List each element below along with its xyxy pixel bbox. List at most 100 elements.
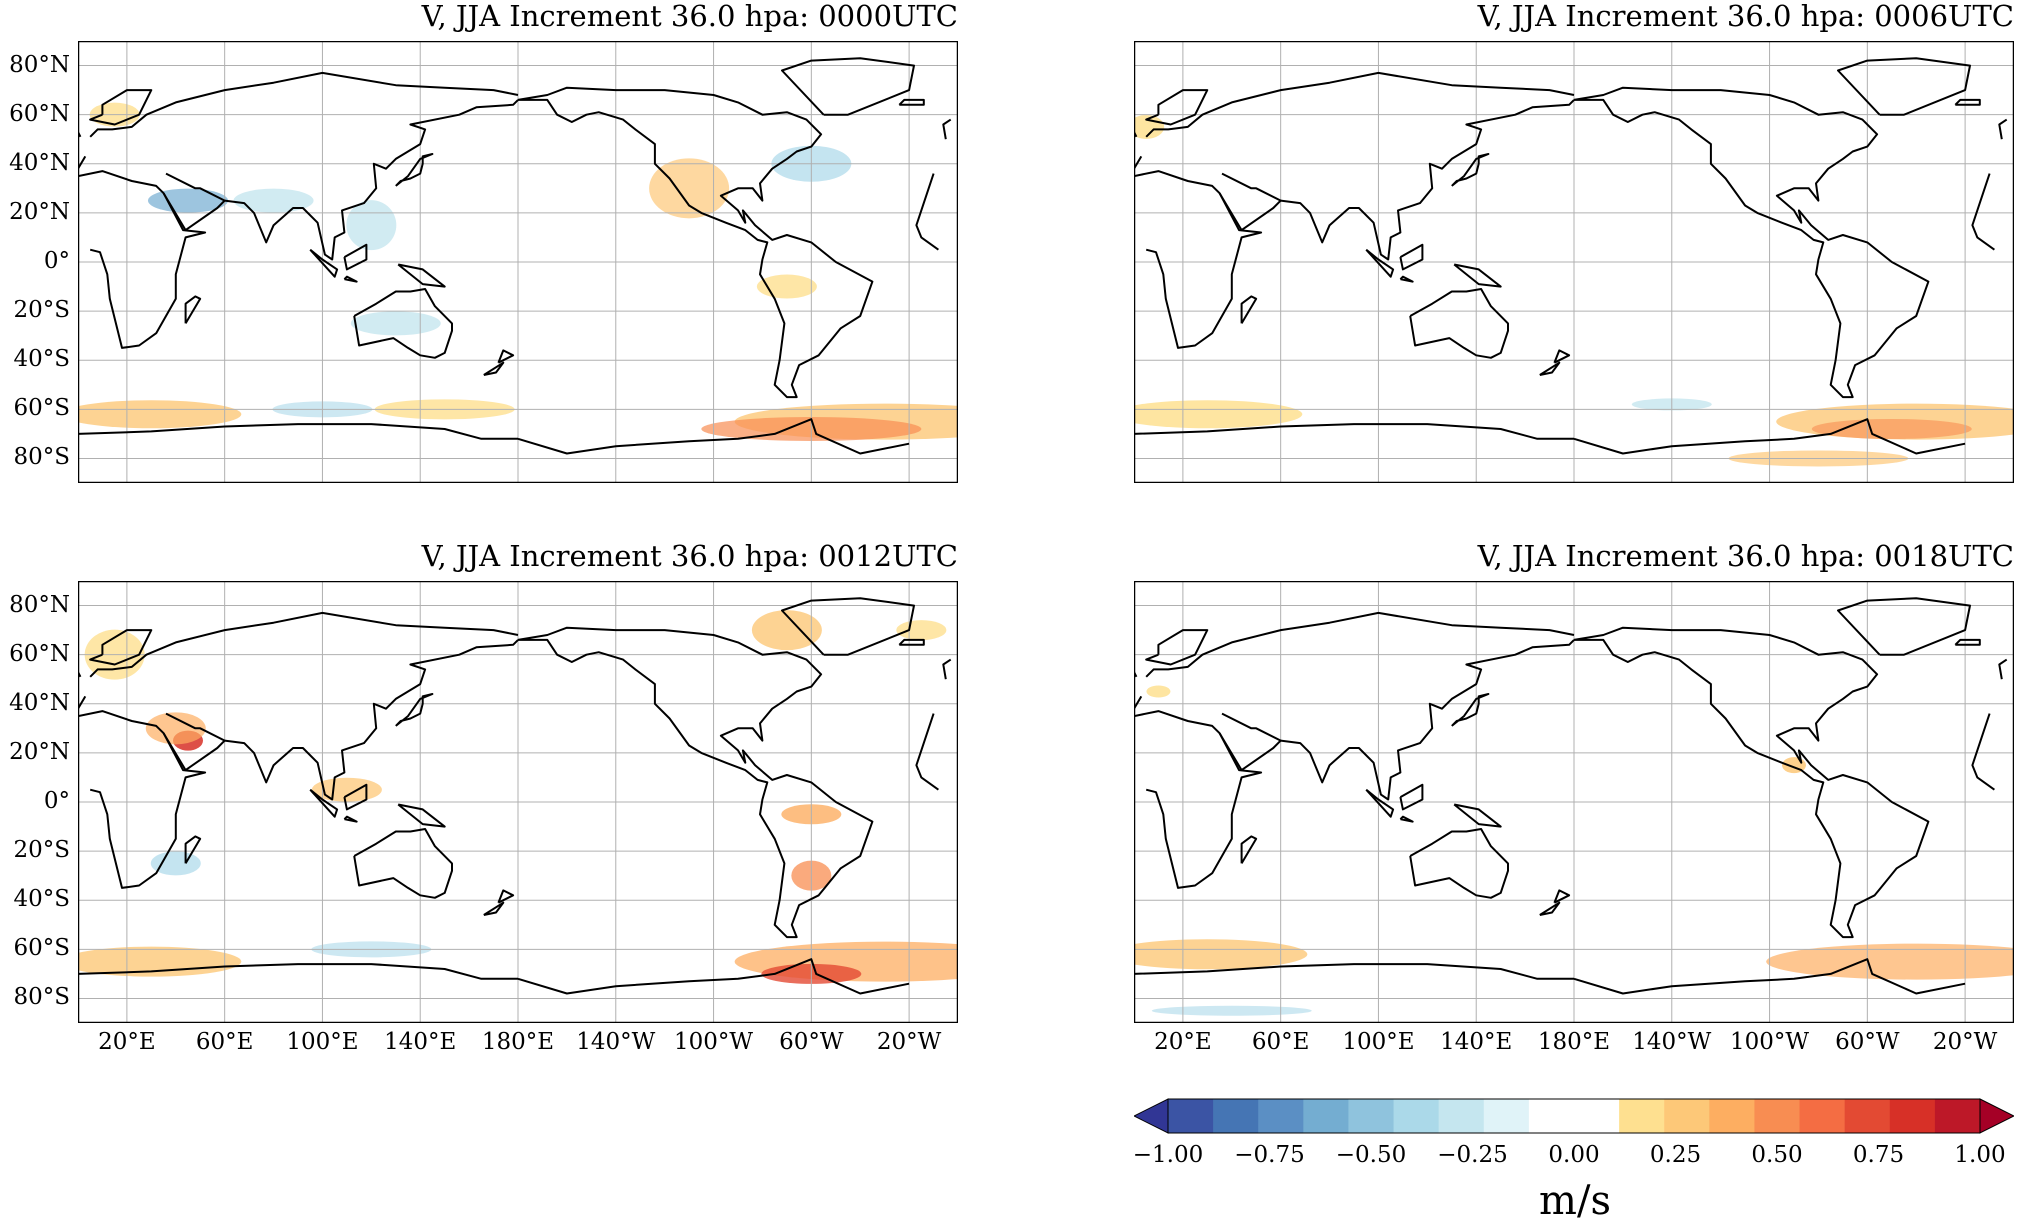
- coastline: [781, 597, 915, 656]
- coastline: [1954, 98, 1981, 106]
- lat-tick-label: 40°N: [9, 149, 70, 176]
- increment-contour: [346, 200, 397, 251]
- colorbar-segment: [1528, 1099, 1575, 1133]
- lat-tick-label: 80°N: [9, 51, 70, 78]
- lat-tick-label: 0°: [43, 248, 70, 274]
- panel-title: V, JJA Increment 36.0 hpa: 0000UTC: [421, 0, 958, 33]
- increment-contour: [1151, 1005, 1312, 1016]
- coastline: [1134, 418, 1966, 455]
- coastline: [1218, 712, 1282, 772]
- colorbar-segment: [1213, 1099, 1259, 1133]
- lon-tick-label: 100°W: [1730, 1029, 1810, 1055]
- coastline: [1218, 172, 1282, 232]
- lon-tick-label: 140°W: [1632, 1029, 1712, 1055]
- map-panel-0006: V, JJA Increment 36.0 hpa: 0006UTC: [1134, 0, 2014, 483]
- lon-tick-label: 60°W: [1835, 1029, 1900, 1055]
- lon-tick-label: 140°W: [576, 1029, 656, 1055]
- coastline: [78, 958, 910, 995]
- colorbar-segment: [1889, 1099, 1936, 1133]
- panel-title: V, JJA Increment 36.0 hpa: 0018UTC: [1477, 539, 2014, 573]
- colorbar-max-extend: [1979, 1098, 2014, 1134]
- colorbar-segment: [1483, 1099, 1530, 1133]
- increment-contour: [751, 610, 822, 651]
- lat-tick-label: 20°S: [13, 297, 70, 324]
- increment-contour: [233, 188, 314, 213]
- lat-tick-label: 0°: [43, 788, 70, 814]
- coastline: [309, 248, 339, 278]
- lon-tick-label: 100°W: [674, 1029, 754, 1055]
- coastline: [224, 639, 519, 801]
- colorbar-tick-label: −0.75: [1234, 1142, 1305, 1168]
- coastline: [1837, 57, 1971, 116]
- coastline: [1453, 263, 1502, 288]
- map-canvas: [1134, 581, 2014, 1023]
- coastline: [162, 712, 226, 772]
- coastline: [1837, 597, 1971, 656]
- coastline: [184, 295, 202, 324]
- coastline: [1240, 835, 1258, 864]
- lat-tick-label: 60°S: [13, 935, 70, 962]
- colorbar: [1134, 1098, 2014, 1134]
- lon-tick-label: 20°W: [1932, 1029, 1998, 1055]
- increment-contour: [1766, 943, 2014, 980]
- map-frame: [78, 581, 958, 1023]
- increment-contour: [649, 158, 730, 219]
- panel-title: V, JJA Increment 36.0 hpa: 0006UTC: [1477, 0, 2014, 33]
- coastline: [1409, 828, 1509, 899]
- coastline: [1365, 248, 1395, 278]
- increment-contour: [148, 188, 228, 213]
- colorbar-tick-label: −1.00: [1132, 1142, 1204, 1168]
- coastline: [78, 710, 939, 889]
- lon-tick-label: 20°E: [1154, 1029, 1212, 1055]
- coastline: [1954, 638, 1981, 646]
- lat-tick-label: 20°N: [9, 198, 70, 225]
- lon-tick-label: 60°E: [195, 1029, 254, 1055]
- colorbar-segment: [1348, 1099, 1395, 1133]
- coastline: [781, 57, 915, 116]
- map-canvas: [78, 41, 958, 483]
- coastline: [397, 803, 446, 828]
- coastline: [1145, 629, 1209, 666]
- increment-contour: [150, 851, 201, 876]
- coastline: [1451, 693, 1490, 727]
- map-panel-0000: V, JJA Increment 36.0 hpa: 0000UTC 80°N 6…: [9, 0, 958, 483]
- increment-contour: [1146, 685, 1171, 698]
- lon-tick-label: 20°W: [876, 1029, 942, 1055]
- map-canvas: [78, 581, 958, 1023]
- lat-tick-label: 60°N: [9, 640, 70, 667]
- map-frame: [78, 41, 958, 483]
- lat-tick-label: 40°N: [9, 689, 70, 716]
- colorbar-segment: [1934, 1099, 1981, 1133]
- coastline: [497, 349, 515, 364]
- colorbar-tick-label: 0.25: [1649, 1142, 1702, 1168]
- coastline: [898, 638, 925, 646]
- coastline: [353, 828, 453, 899]
- colorbar-tick-label: 1.00: [1954, 1142, 2006, 1168]
- coastline: [497, 889, 515, 904]
- coastline: [89, 629, 153, 666]
- coastline: [1573, 626, 1930, 939]
- lat-tick-label: 60°N: [9, 100, 70, 127]
- coastline: [353, 288, 453, 359]
- lon-tick-label: 180°E: [481, 1029, 555, 1055]
- panel-title: V, JJA Increment 36.0 hpa: 0012UTC: [421, 539, 958, 573]
- coastline: [1539, 901, 1561, 916]
- colorbar-segment: [1438, 1099, 1485, 1133]
- coastline: [1409, 288, 1509, 359]
- colorbar-segment: [1258, 1099, 1304, 1133]
- colorbar-tick-label: −0.50: [1335, 1142, 1407, 1168]
- coastline: [1399, 815, 1414, 823]
- increment-contour: [78, 400, 242, 429]
- increment-contour: [1134, 939, 1308, 970]
- colorbar-tick-label: 0.75: [1852, 1142, 1905, 1168]
- colorbar-tick-label: 0.50: [1751, 1142, 1803, 1168]
- lat-tick-label: 80°S: [13, 984, 70, 1011]
- coastline: [1539, 361, 1561, 376]
- coastline: [1134, 710, 1995, 889]
- colorbar-outline: [1167, 1098, 1981, 1134]
- map-frame: [1134, 41, 2014, 483]
- increment-contour: [756, 274, 817, 299]
- increment-contour: [1134, 400, 1303, 429]
- coastline: [78, 170, 939, 349]
- coastline: [1573, 86, 1930, 399]
